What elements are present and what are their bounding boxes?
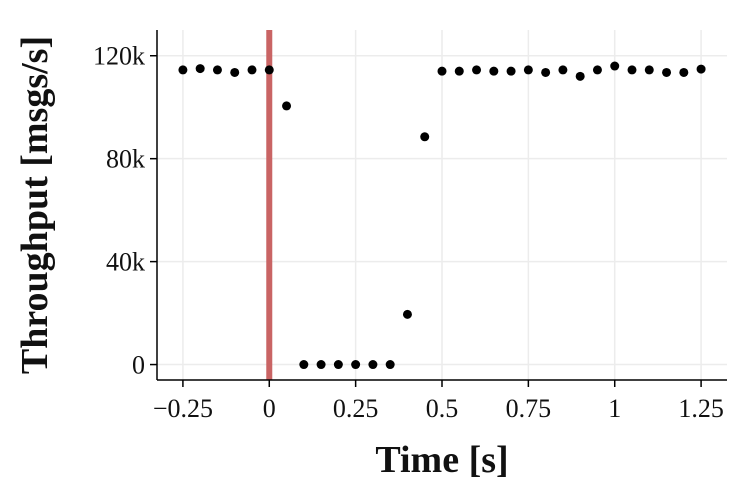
y-tick-label-2: 80k (106, 145, 145, 174)
data-point-0-10 (351, 360, 361, 370)
grid (157, 30, 727, 380)
x-axis-title: Time [s] (375, 439, 508, 481)
data-point-0-24 (592, 65, 602, 75)
data-point-0-29 (679, 67, 689, 77)
y-axis-title: Throughput [msgs/s] (14, 36, 56, 374)
y-tick-label-3: 120k (93, 42, 145, 71)
data-point-0-12 (385, 360, 395, 370)
data-point-0-3 (230, 67, 240, 77)
data-point-0-26 (627, 65, 637, 75)
data-point-0-28 (662, 67, 672, 77)
data-point-0-4 (247, 65, 257, 75)
data-point-0-6 (282, 101, 292, 111)
data-point-0-8 (316, 360, 326, 370)
x-tick-label-2: 0.25 (333, 394, 379, 423)
data-point-0-16 (454, 66, 464, 76)
data-point-0-20 (523, 65, 533, 75)
data-point-0-9 (333, 360, 343, 370)
data-point-0-1 (195, 64, 205, 74)
y-axis-ticks: 0 40k 80k 120k (93, 42, 157, 380)
x-tick-label-5: 1 (608, 394, 621, 423)
data-point-0-21 (541, 67, 551, 77)
x-axis-ticks: −0.25 0 0.25 0.5 0.75 1 1.25 (153, 380, 724, 423)
data-point-0-17 (472, 65, 482, 75)
data-point-0-18 (489, 66, 499, 76)
data-point-0-0 (178, 65, 188, 75)
data-point-0-11 (368, 360, 378, 370)
data-point-0-15 (437, 66, 447, 76)
data-point-0-23 (575, 71, 585, 81)
x-tick-label-4: 0.75 (506, 394, 552, 423)
data-point-0-7 (299, 360, 309, 370)
x-tick-label-3: 0.5 (426, 394, 459, 423)
data-point-0-22 (558, 65, 568, 75)
data-point-0-5 (264, 65, 274, 75)
data-point-0-14 (420, 132, 430, 142)
data-point-0-19 (506, 66, 516, 76)
x-tick-label-1: 0 (263, 394, 276, 423)
x-tick-label-6: 1.25 (678, 394, 724, 423)
data-points (178, 61, 706, 370)
data-point-0-2 (212, 65, 222, 75)
y-tick-label-0: 0 (132, 351, 145, 380)
x-tick-label-0: −0.25 (153, 394, 213, 423)
data-point-0-30 (696, 64, 706, 74)
data-point-0-25 (610, 61, 620, 71)
data-point-0-27 (644, 65, 654, 75)
data-point-0-13 (402, 309, 412, 319)
y-tick-label-1: 40k (106, 248, 145, 277)
